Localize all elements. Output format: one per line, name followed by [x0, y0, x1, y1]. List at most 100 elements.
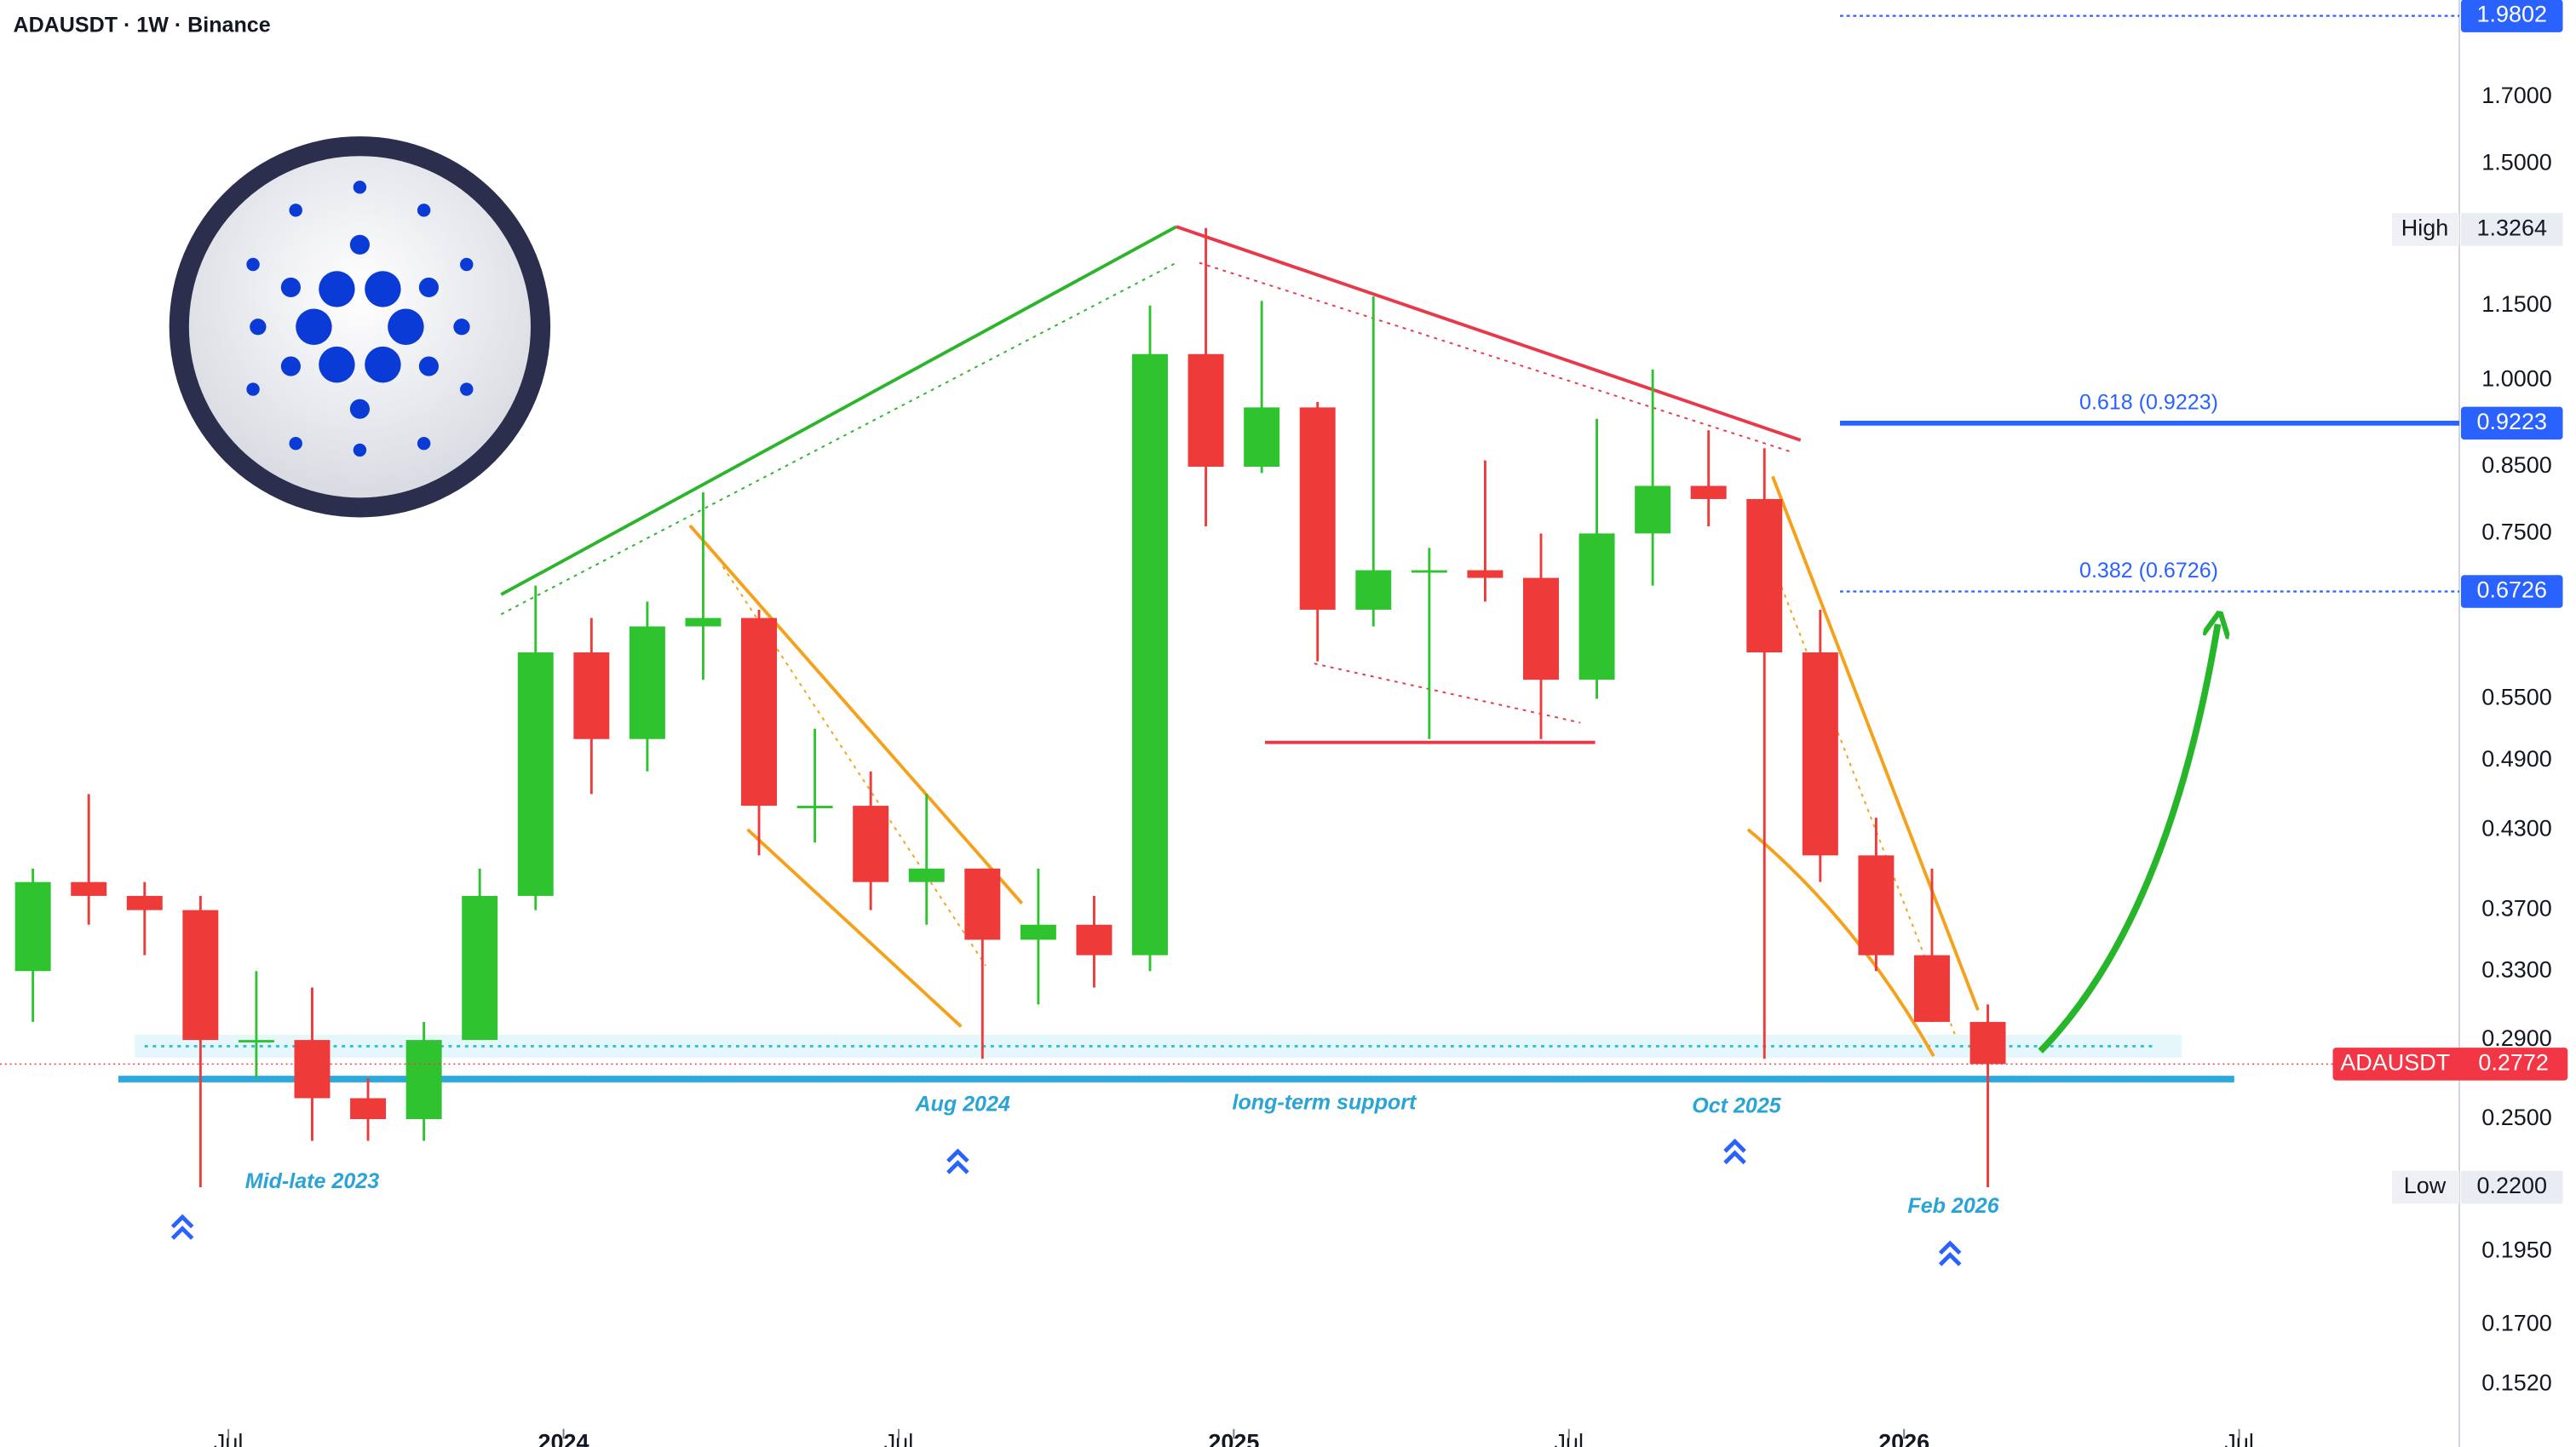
candle-body — [1746, 498, 1783, 653]
candle-body — [1523, 577, 1559, 680]
y-tick-label: 0.2900 — [2481, 1025, 2552, 1051]
candle-body — [1858, 855, 1895, 956]
candle-body — [1802, 652, 1838, 856]
annotation: Feb 2026 — [1907, 1194, 1999, 1218]
hl-tag-bg — [2460, 213, 2563, 246]
x-tick-label: Jul — [884, 1429, 914, 1447]
candle-body — [741, 617, 778, 807]
candle-body — [1244, 407, 1280, 467]
x-tick-label: Jul — [214, 1429, 243, 1447]
hl-name: High — [2401, 215, 2449, 241]
candle-body — [1913, 955, 1950, 1022]
candle-body — [1690, 485, 1727, 499]
hl-name-bg — [2391, 213, 2460, 246]
y-tick-label: 1.7000 — [2481, 83, 2552, 108]
x-tick-label: 2024 — [538, 1429, 589, 1447]
annotation: long-term support — [1233, 1091, 1417, 1115]
candle-body — [908, 868, 945, 882]
projection-arrow — [2038, 624, 2217, 1054]
price-tag-label: 1.9802 — [2476, 2, 2547, 27]
trend-line — [500, 261, 1177, 616]
y-tick-label: 0.1950 — [2481, 1237, 2552, 1263]
channel-line — [1746, 828, 1935, 1057]
price-tag-label: 0.6726 — [2476, 577, 2547, 603]
candle-body — [350, 1098, 387, 1120]
candle-body — [1467, 570, 1504, 578]
y-tick-label: 0.8500 — [2481, 452, 2552, 478]
candle-body — [685, 617, 722, 627]
candle-body — [1020, 924, 1056, 940]
candle-body — [405, 1040, 442, 1120]
x-tick-label: 2026 — [1878, 1429, 1929, 1447]
candle-body — [1132, 353, 1168, 956]
price-tag-name: ADAUSDT — [2340, 1049, 2450, 1075]
price-tag — [2332, 1048, 2568, 1081]
y-tick-label: 0.4300 — [2481, 816, 2552, 841]
trend-line — [1199, 261, 1791, 453]
annotation: Mid-late 2023 — [245, 1169, 379, 1193]
candle-body — [517, 652, 554, 896]
y-tick-label: 1.0000 — [2481, 365, 2552, 391]
candle-body — [629, 626, 665, 739]
y-tick-label: 0.3300 — [2481, 956, 2552, 982]
trend-line — [1176, 225, 1802, 442]
channel-line — [746, 828, 963, 1028]
candle-body — [853, 806, 889, 882]
candle-body — [1969, 1021, 2006, 1065]
candle-body — [1578, 533, 1615, 680]
annotation: Aug 2024 — [914, 1092, 1009, 1116]
chevrons — [170, 1138, 1962, 1266]
candle-body — [462, 895, 498, 1041]
hl-tag: 0.2200 — [2476, 1173, 2547, 1198]
hl-name-bg — [2391, 1170, 2460, 1204]
candle-body — [964, 868, 1001, 940]
candle-body — [1076, 924, 1113, 956]
candle-body — [71, 881, 107, 896]
y-tick-label: 0.1700 — [2481, 1311, 2552, 1336]
x-tick-label: Jul — [2224, 1429, 2254, 1447]
channel-line — [1771, 475, 1980, 1011]
channel-line — [1757, 525, 1956, 1036]
candle-body — [182, 910, 219, 1041]
candle-body — [573, 652, 610, 739]
candle-body — [14, 881, 51, 972]
candle-body — [1187, 353, 1224, 467]
hl-tag: 1.3264 — [2476, 215, 2547, 241]
price-tag — [2460, 575, 2563, 608]
candle-body — [796, 806, 833, 808]
y-tick-label: 0.5500 — [2481, 685, 2552, 710]
y-tick-label: 1.1500 — [2481, 291, 2552, 317]
price-tag-label: 0.9223 — [2476, 409, 2547, 434]
price-tag-label: 0.2772 — [2478, 1049, 2549, 1075]
candle-body — [1411, 570, 1447, 573]
candle-body — [126, 895, 163, 910]
annotation: Oct 2025 — [1692, 1094, 1782, 1117]
fib-label: 0.382 (0.6726) — [2079, 559, 2218, 583]
hl-name: Low — [2404, 1173, 2447, 1198]
candle-body — [1635, 485, 1671, 534]
channel-line — [722, 566, 986, 967]
y-tick-label: 0.1520 — [2481, 1370, 2552, 1396]
price-tag — [2460, 0, 2563, 32]
x-tick-label: Jul — [1555, 1429, 1584, 1447]
trend-drawings — [118, 225, 2234, 1266]
chart-title: ADAUSDT · 1W · Binance — [13, 13, 270, 37]
fib-label: 0.618 (0.9223) — [2079, 390, 2218, 414]
cardano-logo — [169, 136, 551, 518]
y-tick-label: 0.7500 — [2481, 519, 2552, 544]
y-tick-label: 1.5000 — [2481, 150, 2552, 175]
candle-body — [294, 1040, 331, 1099]
channel-line — [688, 524, 1024, 904]
trend-line — [500, 225, 1177, 596]
x-tick-label: 2025 — [1208, 1429, 1259, 1447]
y-tick-label: 0.2500 — [2481, 1105, 2552, 1130]
hl-tag-bg — [2460, 1170, 2563, 1204]
candle-body — [1299, 407, 1336, 610]
candle-body — [1355, 570, 1392, 610]
price-tag — [2460, 406, 2563, 440]
candle-body — [238, 1040, 274, 1042]
y-tick-label: 0.3700 — [2481, 896, 2552, 922]
y-tick-label: 0.4900 — [2481, 746, 2552, 772]
